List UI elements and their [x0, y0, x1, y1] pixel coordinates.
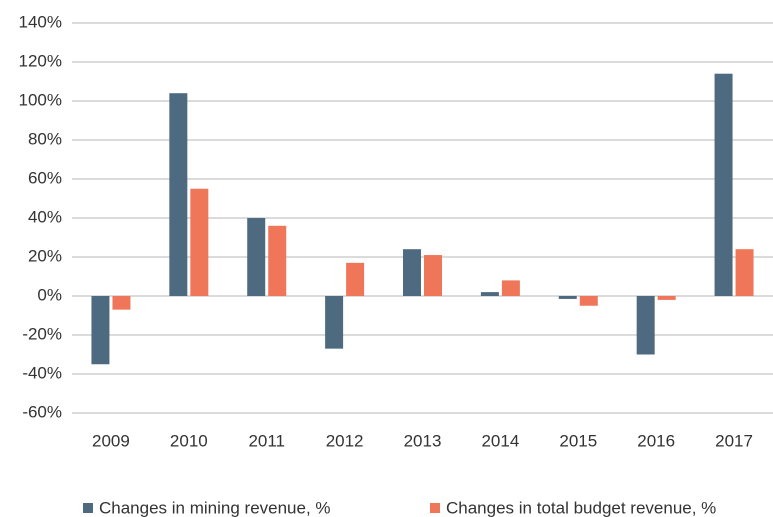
x-tick-label: 2012 [326, 431, 364, 450]
legend-label: Changes in total budget revenue, % [446, 498, 716, 517]
bar [403, 249, 421, 296]
bar [91, 296, 110, 365]
x-tick-label: 2014 [481, 431, 519, 450]
x-tick-label: 2010 [170, 431, 208, 450]
bar [325, 296, 344, 349]
y-tick-label: -60% [22, 402, 62, 421]
bar [424, 255, 442, 296]
bar [480, 292, 499, 296]
y-tick-label: 20% [28, 246, 62, 265]
bar [169, 93, 188, 296]
x-tick-label: 2016 [637, 431, 675, 450]
bar [558, 296, 577, 299]
y-tick-label: 40% [28, 207, 62, 226]
bar [636, 296, 655, 355]
legend-swatch [430, 503, 440, 513]
y-tick-label: 120% [19, 51, 62, 70]
x-tick-label: 2009 [92, 431, 130, 450]
y-tick-label: 100% [19, 90, 62, 109]
legend-swatch [83, 503, 93, 513]
y-tick-label: -40% [22, 363, 62, 382]
y-tick-label: 80% [28, 129, 62, 148]
bar [346, 262, 365, 296]
y-tick-label: 60% [28, 168, 62, 187]
bar [657, 296, 676, 300]
y-tick-label: 0% [37, 285, 62, 304]
legend-label: Changes in mining revenue, % [99, 498, 331, 517]
bar [714, 73, 733, 296]
x-tick-label: 2015 [559, 431, 597, 450]
bar [247, 218, 266, 296]
bar [579, 296, 598, 306]
y-tick-label: -20% [22, 324, 62, 343]
bar [112, 296, 131, 310]
x-tick-label: 2017 [715, 431, 753, 450]
x-tick-label: 2011 [248, 431, 285, 450]
bar [501, 280, 520, 296]
y-tick-label: 140% [19, 12, 62, 31]
bar [190, 188, 209, 296]
x-tick-label: 2013 [404, 431, 442, 450]
bar [268, 225, 287, 296]
bar [735, 249, 754, 296]
